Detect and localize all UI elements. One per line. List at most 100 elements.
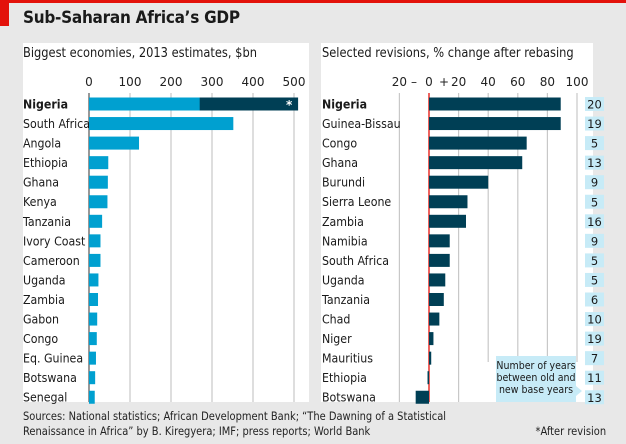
years-label: 16 (587, 215, 602, 229)
annotation-callout-box (496, 356, 582, 402)
left-category-label: Senegal (23, 390, 67, 405)
years-label: 5 (591, 195, 598, 209)
right-x-tick-label: 60 (510, 75, 525, 89)
years-label: 9 (591, 234, 598, 248)
sources-footer: Sources: National statistics; African De… (23, 409, 446, 439)
after-revision-note: *After revision (535, 424, 606, 438)
left-x-tick-label: 100 (119, 75, 142, 89)
left-bar (89, 273, 99, 287)
red-tab-marker (0, 0, 9, 26)
right-x-tick-label: + (439, 75, 449, 89)
right-bar (429, 273, 446, 287)
years-label-box (585, 194, 604, 209)
annotation-text-line: Number of years (496, 359, 575, 372)
right-category-label: Burundi (322, 175, 365, 190)
left-category-label: Uganda (23, 273, 66, 288)
right-category-label: Namibia (322, 234, 368, 249)
left-bar (89, 371, 96, 385)
left-chart-subtitle: Biggest economies, 2013 estimates, $bn (23, 46, 257, 61)
right-category-label: Mauritius (322, 351, 373, 366)
left-bar (89, 293, 99, 306)
left-bar (89, 156, 109, 170)
left-bar (89, 234, 101, 248)
years-label: 11 (587, 371, 602, 385)
years-label: 5 (591, 273, 598, 287)
right-category-label: Chad (322, 312, 350, 327)
years-label-box (585, 272, 604, 287)
left-x-tick-label: 300 (201, 75, 224, 89)
right-category-label: Botswana (322, 390, 376, 405)
right-bar (429, 293, 444, 306)
left-bar (89, 136, 140, 150)
right-x-tick-label: 80 (540, 75, 555, 89)
right-x-tick-label: 100 (566, 75, 589, 89)
left-x-tick-label: 200 (160, 75, 183, 89)
left-bar (89, 175, 108, 189)
left-bar (89, 195, 108, 209)
left-bar (89, 390, 95, 404)
left-category-label: Zambia (23, 293, 65, 308)
right-category-label: Zambia (322, 214, 364, 229)
years-label: 9 (591, 176, 598, 190)
right-category-label: Congo (322, 136, 357, 151)
years-label-box (585, 390, 604, 405)
left-category-label: South Africa (23, 117, 90, 132)
right-bar (429, 312, 440, 326)
right-chart-subtitle: Selected revisions, % change after rebas… (322, 46, 574, 61)
years-label: 6 (591, 293, 598, 307)
right-bar (429, 214, 466, 228)
right-category-label: Ghana (322, 156, 358, 171)
left-category-label: Cameroon (23, 253, 80, 268)
right-x-tick-label: 20 (392, 75, 407, 89)
right-bar (429, 332, 434, 346)
years-label: 20 (587, 98, 602, 112)
years-label-box (585, 312, 604, 327)
years-label-box (585, 253, 604, 268)
left-category-label: Tanzania (22, 214, 71, 229)
left-bar (89, 97, 200, 111)
years-label-box (585, 214, 604, 229)
right-x-tick-label: 40 (481, 75, 496, 89)
years-label-box (585, 331, 604, 346)
right-category-label: Ethiopia (322, 371, 367, 386)
sources-line-1: Sources: National statistics; African De… (23, 409, 447, 423)
left-category-label: Gabon (23, 312, 59, 327)
right-bar (429, 253, 450, 267)
years-label-box (585, 292, 604, 307)
right-category-label: Niger (322, 332, 352, 347)
left-bar (89, 312, 98, 326)
left-bar (89, 351, 96, 365)
right-bar (429, 195, 468, 209)
years-label-box (585, 155, 604, 170)
left-category-label: Kenya (23, 195, 57, 210)
years-label: 13 (587, 156, 602, 170)
right-category-label: Sierra Leone (322, 195, 391, 210)
years-label: 7 (591, 352, 598, 366)
years-label-box (585, 233, 604, 248)
right-x-tick-label: – (411, 75, 417, 89)
left-bar-asterisk: * (286, 98, 293, 112)
years-label-box (585, 370, 604, 385)
sources-line-2: Renaissance in Africa” by B. Kiregyera; … (23, 424, 371, 438)
left-category-label: Ivory Coast (23, 234, 86, 249)
right-category-label: Uganda (322, 273, 365, 288)
right-bar (429, 234, 450, 248)
right-bar (429, 156, 523, 170)
years-label: 19 (587, 332, 602, 346)
right-x-tick-label: 0 (425, 75, 433, 89)
left-x-tick-label: 400 (242, 75, 265, 89)
left-category-label: Ethiopia (23, 156, 68, 171)
right-category-label: South Africa (322, 253, 389, 268)
years-label-box (585, 175, 604, 190)
right-category-label: Guinea-Bissau (322, 117, 401, 132)
years-label: 5 (591, 137, 598, 151)
right-bar (415, 390, 429, 404)
right-category-label: Nigeria (322, 97, 367, 112)
years-label-box (585, 97, 604, 111)
right-bar (429, 351, 432, 365)
right-bar (429, 117, 561, 131)
top-red-rule (0, 0, 626, 3)
left-x-tick-label: 0 (85, 75, 93, 89)
right-x-tick-label: 20 (451, 75, 466, 89)
